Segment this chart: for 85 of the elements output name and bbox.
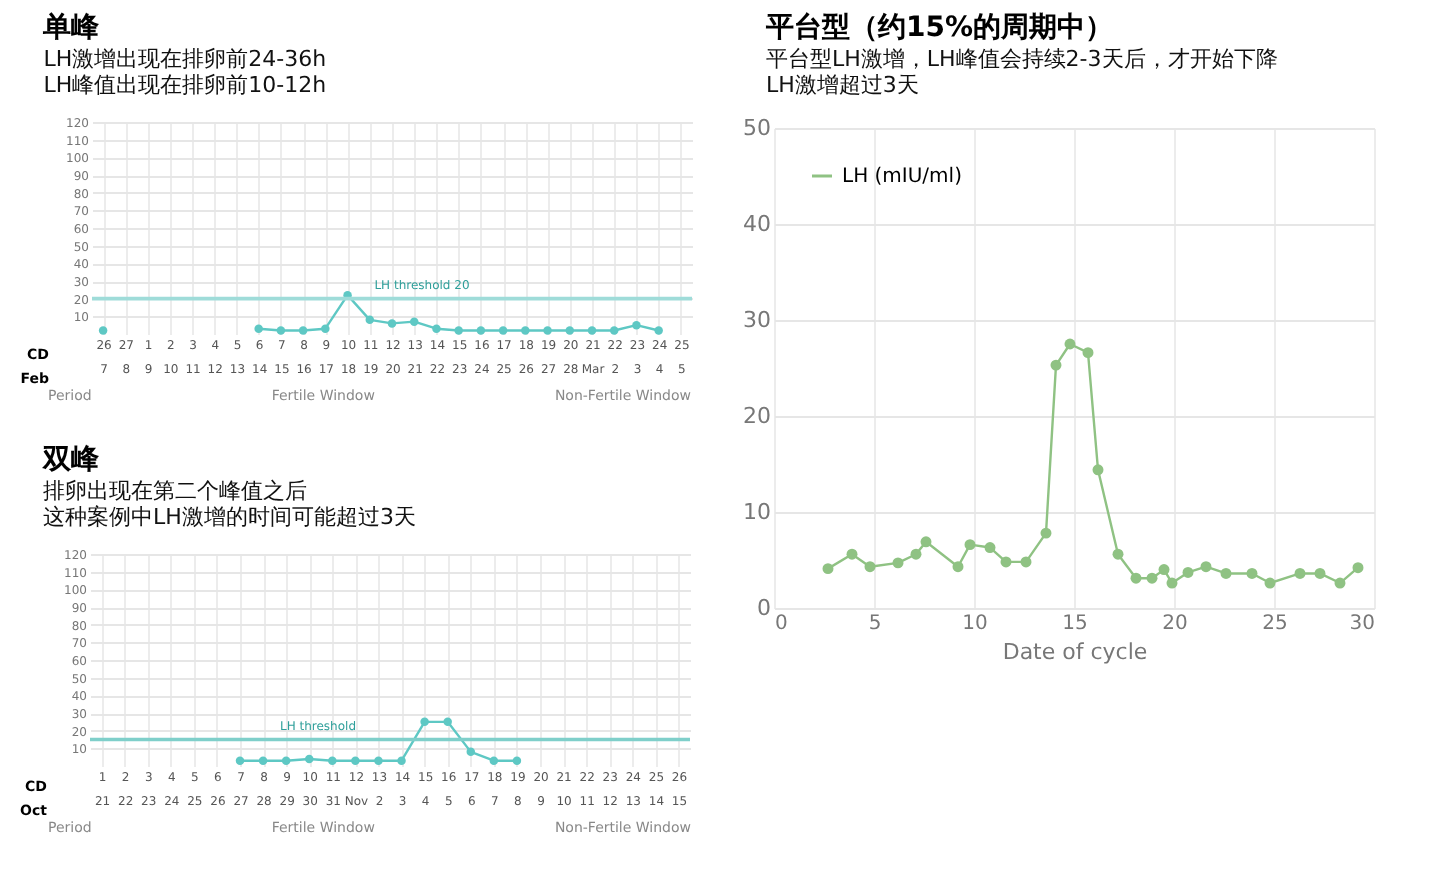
point xyxy=(1082,347,1094,359)
point xyxy=(98,326,108,335)
x-tick-label: 0 xyxy=(775,613,788,635)
point xyxy=(258,756,268,765)
text: 这种案例中LH激增的时间可能超过3天 xyxy=(43,504,416,530)
text: 平台型LH激增，LH峰值会持续2-3天后，才开始下降 xyxy=(766,46,1278,72)
point xyxy=(1146,572,1158,584)
y-tick-label: 30 xyxy=(743,307,771,333)
point xyxy=(498,326,508,335)
point xyxy=(466,747,476,757)
x-tick-label: 30 xyxy=(1349,613,1375,635)
point xyxy=(984,542,996,553)
point xyxy=(1112,548,1124,560)
point xyxy=(632,320,641,330)
x-tick-label: 5 xyxy=(868,613,882,635)
point xyxy=(235,756,245,765)
point xyxy=(1040,527,1052,539)
point xyxy=(654,326,663,335)
point xyxy=(1182,567,1194,578)
point xyxy=(328,756,337,765)
chart-title: 单峰 xyxy=(41,12,102,44)
point xyxy=(892,557,904,569)
point xyxy=(1020,556,1032,568)
point xyxy=(1092,464,1104,476)
point xyxy=(489,756,499,765)
point xyxy=(1158,564,1170,576)
point xyxy=(587,326,597,335)
point xyxy=(351,756,360,765)
point xyxy=(1246,567,1258,579)
point xyxy=(822,563,834,575)
point xyxy=(920,536,932,548)
point xyxy=(1352,562,1364,574)
point xyxy=(521,326,530,335)
point xyxy=(454,326,463,335)
point xyxy=(543,326,552,335)
point xyxy=(304,754,314,764)
point xyxy=(1264,577,1276,589)
point xyxy=(1200,561,1212,573)
point xyxy=(1294,567,1306,579)
x-axis-title: Date of cycle xyxy=(1002,639,1148,665)
chart-title: 平台型（约15%的周期中） xyxy=(764,12,1114,44)
point xyxy=(254,324,263,333)
point xyxy=(864,561,876,573)
point xyxy=(1064,338,1076,350)
point xyxy=(420,717,429,727)
point xyxy=(1334,577,1346,589)
text: 排卵出现在第二个峰值之后 xyxy=(43,478,308,504)
point xyxy=(443,717,452,727)
point xyxy=(397,756,406,765)
point xyxy=(910,548,922,560)
point xyxy=(374,756,383,765)
point xyxy=(964,539,976,551)
y-tick-label: 10 xyxy=(743,499,771,525)
x-tick-label: 20 xyxy=(1162,613,1188,635)
point xyxy=(609,326,619,335)
point xyxy=(952,561,964,573)
point xyxy=(1166,577,1178,589)
x-tick-label: 10 xyxy=(962,613,988,635)
point xyxy=(387,319,397,328)
text: LH激增出现在排卵前24-36h xyxy=(43,46,327,72)
text: LH峰值出现在排卵前10-12h xyxy=(43,72,327,98)
y-tick-label: 20 xyxy=(743,403,771,429)
point xyxy=(1220,567,1232,579)
text: LH激增超过3天 xyxy=(766,72,919,98)
x-tick-label: 25 xyxy=(1262,613,1288,635)
point xyxy=(321,324,330,333)
point xyxy=(1000,556,1012,568)
chart-title: 双峰 xyxy=(41,444,102,476)
point xyxy=(281,756,291,765)
point xyxy=(512,756,522,765)
point xyxy=(1314,567,1326,579)
point xyxy=(365,315,375,325)
legend-label: LH (mIU/ml) xyxy=(842,166,963,188)
y-tick-label: 50 xyxy=(743,115,771,141)
point xyxy=(565,326,575,335)
point xyxy=(432,324,441,333)
point xyxy=(476,326,486,335)
y-tick-label: 40 xyxy=(743,211,771,237)
point xyxy=(1050,359,1062,371)
point xyxy=(409,317,419,326)
point xyxy=(846,548,858,560)
point xyxy=(1130,572,1142,584)
x-tick-label: 15 xyxy=(1062,613,1088,635)
point xyxy=(298,326,308,335)
point xyxy=(276,326,286,335)
